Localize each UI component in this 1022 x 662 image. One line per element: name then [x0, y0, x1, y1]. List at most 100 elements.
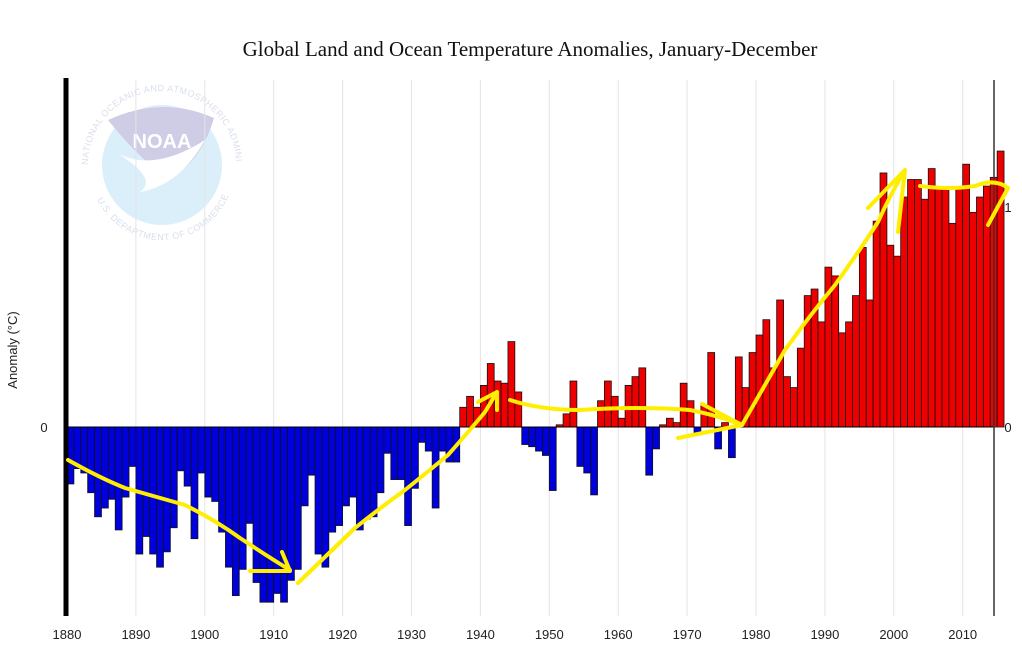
x-tick-1970: 1970: [673, 627, 702, 642]
bar-1992: [838, 332, 846, 428]
bar-1970: [686, 400, 695, 428]
bar-1950: [548, 426, 557, 491]
bar-2012: [976, 196, 984, 428]
bar-1929: [404, 426, 412, 526]
bar-1931: [417, 426, 426, 443]
bar-1883: [87, 426, 95, 494]
bar-1962: [631, 376, 640, 428]
y-axis-label: Anomaly (°C): [5, 311, 20, 388]
bar-2003: [914, 179, 922, 428]
bar-1937: [459, 406, 468, 428]
bar-1980: [755, 334, 764, 428]
bar-2007: [941, 187, 950, 428]
bar-1919: [335, 426, 343, 526]
x-tick-2000: 2000: [879, 627, 908, 642]
bar-1960: [617, 417, 626, 428]
bar-1964: [645, 426, 654, 476]
bar-1952: [562, 413, 571, 428]
bar-1914: [300, 426, 309, 507]
bar-1945: [514, 391, 523, 428]
bar-1921: [349, 426, 357, 498]
bar-1949: [542, 426, 550, 456]
bar-1967: [666, 417, 674, 428]
bar-2008: [948, 222, 957, 428]
bar-1938: [466, 395, 474, 428]
bar-1969: [679, 382, 688, 428]
bar-1925: [376, 426, 385, 494]
bar-1989: [817, 321, 826, 428]
bar-2002: [907, 179, 915, 428]
bars: [66, 150, 1005, 603]
bar-1910: [273, 426, 281, 594]
bar-1991: [831, 275, 840, 428]
bar-1924: [369, 426, 378, 518]
bar-1979: [748, 352, 757, 428]
y-tick-left-0: 0: [40, 420, 47, 435]
x-tick-1910: 1910: [259, 627, 288, 642]
bar-1885: [101, 426, 109, 509]
y-tick-right-1: 1: [1004, 200, 1011, 215]
bar-1901: [211, 426, 219, 502]
bar-2004: [920, 198, 929, 428]
bar-1944: [507, 341, 516, 428]
bar-1996: [865, 299, 874, 428]
bar-2009: [955, 187, 964, 428]
x-tick-1930: 1930: [397, 627, 426, 642]
bar-2001: [900, 196, 908, 428]
bar-1887: [114, 426, 123, 531]
bar-1953: [569, 380, 578, 428]
bar-1898: [190, 426, 199, 540]
bar-1963: [638, 367, 647, 428]
bar-1884: [94, 426, 102, 518]
bar-1928: [397, 426, 406, 480]
bar-1993: [845, 321, 853, 428]
bar-1899: [197, 426, 206, 474]
yellow-trend-arrows: [66, 168, 1010, 585]
x-tick-1900: 1900: [190, 627, 219, 642]
bar-1918: [328, 426, 337, 533]
x-axis-ticks: 1880 1890 1900 1910 1920 1930 1940 1950 1960 1970…: [53, 627, 978, 642]
x-tick-1960: 1960: [604, 627, 633, 642]
bar-1894: [163, 426, 171, 553]
x-tick-1990: 1990: [810, 627, 839, 642]
bar-1985: [790, 387, 798, 428]
bar-1895: [169, 426, 178, 529]
noaa-logo-watermark: NOAA NATIONAL OCEANIC AND ATMOSPHERIC AD…: [0, 0, 243, 242]
bar-1905: [238, 426, 247, 570]
bar-1946: [521, 426, 530, 445]
bar-1926: [383, 426, 392, 454]
x-tick-1980: 1980: [742, 627, 771, 642]
bar-1956: [590, 426, 598, 496]
y-tick-right-0: 0: [1004, 420, 1011, 435]
x-tick-1920: 1920: [328, 627, 357, 642]
arrow-rise-1910-1944: [296, 390, 499, 585]
bar-2006: [934, 187, 943, 428]
bar-1896: [176, 426, 185, 472]
bar-1907: [252, 426, 261, 583]
bar-2000: [893, 255, 902, 428]
chart-title: Global Land and Ocean Temperature Anomal…: [243, 37, 818, 61]
bar-2011: [969, 211, 977, 428]
bar-1913: [293, 426, 302, 570]
bar-1922: [355, 426, 364, 531]
bar-2010: [962, 163, 970, 428]
bar-1916: [314, 426, 323, 555]
bar-2005: [927, 168, 936, 428]
bar-1903: [225, 426, 233, 568]
arrow-rise-1978-2000: [740, 168, 907, 427]
bar-1958: [604, 380, 612, 428]
bar-1915: [307, 426, 316, 476]
bar-1976: [728, 426, 736, 459]
bar-1908: [259, 426, 268, 603]
bar-1889: [128, 426, 137, 467]
bar-1923: [362, 426, 371, 520]
bar-1981: [762, 319, 771, 428]
bar-1891: [142, 426, 151, 537]
bar-1994: [852, 295, 860, 428]
bar-1943: [500, 382, 509, 428]
noaa-logo-text: NOAA: [133, 131, 192, 153]
bar-1959: [610, 395, 619, 428]
bar-1900: [204, 426, 213, 498]
bar-1997: [872, 220, 881, 428]
bar-1977: [734, 356, 743, 428]
